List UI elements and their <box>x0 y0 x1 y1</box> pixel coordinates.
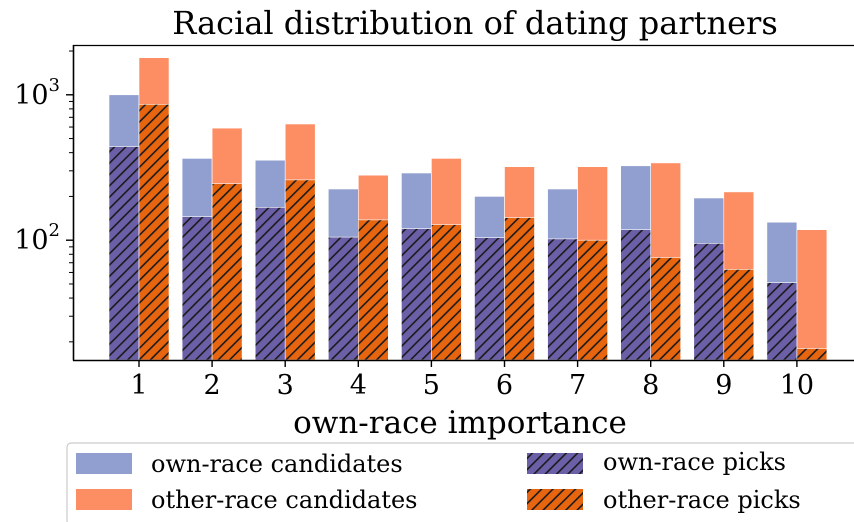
bar-other-race-picks-2 <box>211 183 243 361</box>
legend-label-own-race-picks: own-race picks <box>603 448 786 476</box>
x-tick-label-8: 8 <box>642 370 659 401</box>
bar-own-race-picks-4 <box>327 236 359 361</box>
y-axis-ticks: 102 103 <box>14 50 73 343</box>
legend-swatch-own-race-picks <box>527 453 583 474</box>
bar-other-race-picks-8 <box>650 257 682 361</box>
legend-label-other-race-picks: other-race picks <box>603 486 801 514</box>
legend-swatch-own-race-candidates <box>76 453 132 474</box>
y-tick-label-100: 102 <box>14 220 60 256</box>
y-tick-label-1000: 103 <box>14 75 60 111</box>
legend-swatch-other-race-picks <box>527 489 583 510</box>
x-tick-label-9: 9 <box>715 370 732 401</box>
x-tick-label-10: 10 <box>780 370 814 401</box>
bar-other-race-picks-5 <box>431 224 462 361</box>
bar-own-race-picks-9 <box>693 243 725 361</box>
legend-frame <box>66 442 854 522</box>
x-tick-label-2: 2 <box>204 370 221 401</box>
bar-other-race-picks-10 <box>796 348 828 361</box>
legend-label-own-race-candidates: own-race candidates <box>151 450 403 478</box>
bar-own-race-picks-6 <box>474 237 505 361</box>
bar-other-race-picks-3 <box>284 179 316 361</box>
bar-other-race-picks-1 <box>138 104 170 361</box>
x-tick-label-1: 1 <box>130 370 147 401</box>
bar-own-race-picks-3 <box>254 207 286 361</box>
bar-own-race-picks-5 <box>401 228 432 361</box>
legend-swatch-other-race-candidates <box>76 489 132 510</box>
x-tick-label-6: 6 <box>496 370 513 401</box>
x-tick-label-3: 3 <box>277 370 294 401</box>
x-tick-label-5: 5 <box>423 370 440 401</box>
bar-other-race-picks-4 <box>357 219 389 361</box>
bar-own-race-picks-8 <box>620 229 652 361</box>
bar-own-race-picks-1 <box>108 146 140 361</box>
x-axis-label: own-race importance <box>293 405 627 441</box>
bar-own-race-picks-7 <box>547 238 578 361</box>
bar-other-race-picks-7 <box>577 239 608 361</box>
x-axis-ticks: 1 2 3 4 5 6 7 8 9 10 <box>130 360 814 401</box>
x-tick-label-7: 7 <box>569 370 586 401</box>
bars-layer <box>108 57 828 361</box>
legend-label-other-race-candidates: other-race candidates <box>151 486 417 514</box>
x-tick-label-4: 4 <box>350 370 367 401</box>
bar-other-race-picks-6 <box>504 217 535 361</box>
chart-title: Racial distribution of dating partners <box>172 4 778 42</box>
bar-own-race-picks-2 <box>181 216 213 361</box>
legend: own-race candidates other-race candidate… <box>66 442 854 522</box>
bar-other-race-picks-9 <box>723 269 755 361</box>
bar-own-race-picks-10 <box>766 282 798 361</box>
bar-other-race-candidates-10 <box>796 229 828 361</box>
